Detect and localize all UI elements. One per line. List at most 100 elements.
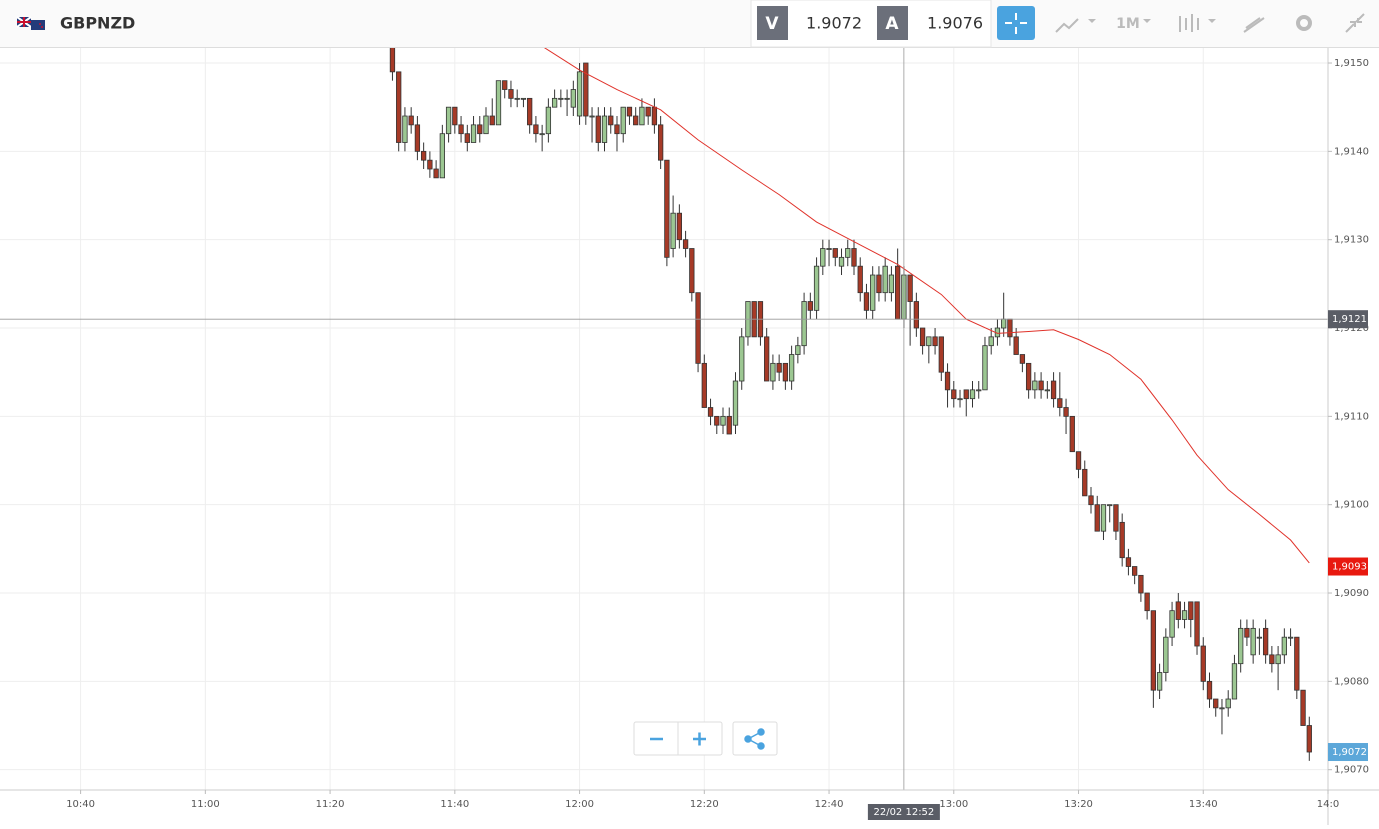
crosshair-y-badge bbox=[1328, 310, 1368, 329]
candle-body bbox=[1082, 468, 1088, 497]
candle-body bbox=[838, 256, 845, 267]
y-tick-label: 1,9110 bbox=[1334, 411, 1369, 422]
candle-body bbox=[1050, 380, 1057, 400]
candle-body bbox=[714, 415, 720, 426]
candle-body bbox=[1256, 636, 1263, 639]
candle-body bbox=[1094, 504, 1100, 532]
candle-body bbox=[1119, 521, 1125, 559]
candle-body bbox=[1250, 627, 1256, 656]
candle-body bbox=[1038, 380, 1044, 391]
y-tick-label: 1,9090 bbox=[1334, 588, 1369, 599]
candle-body bbox=[820, 248, 826, 267]
candle-body bbox=[1107, 504, 1113, 507]
candle-body bbox=[732, 380, 739, 426]
candle-body bbox=[1138, 574, 1144, 594]
x-tick-label: 11:20 bbox=[316, 799, 345, 810]
candle-body bbox=[1194, 601, 1200, 647]
candle-body bbox=[520, 97, 527, 100]
x-tick-label: 12:00 bbox=[565, 799, 594, 810]
candle-body bbox=[1044, 389, 1050, 392]
candle-body bbox=[1032, 380, 1038, 391]
candle-body bbox=[608, 115, 614, 126]
candle-body bbox=[1125, 557, 1132, 567]
axes: 1,9150 1,9140 1,9130 1,9120 1,9110 1,9100 1,90… bbox=[66, 58, 1369, 820]
candle-body bbox=[720, 415, 726, 426]
candle-body bbox=[726, 415, 732, 435]
x-tick-label: 13:40 bbox=[1189, 799, 1218, 810]
candle-body bbox=[851, 248, 857, 267]
symbol: GBPNZD bbox=[60, 14, 135, 33]
candle-body bbox=[1275, 654, 1281, 665]
candle-body bbox=[483, 115, 489, 135]
zoom-controls bbox=[633, 721, 778, 756]
candle-body bbox=[464, 133, 470, 143]
grid bbox=[0, 48, 1329, 790]
timeframe[interactable]: 1M bbox=[1116, 16, 1140, 32]
candle-body bbox=[576, 71, 583, 117]
candle-body bbox=[601, 115, 608, 143]
plot-area bbox=[0, 48, 1328, 790]
candle-body bbox=[1225, 698, 1231, 709]
candle-body bbox=[445, 106, 452, 135]
candle-body bbox=[564, 97, 570, 100]
candle-body bbox=[433, 168, 439, 179]
candle-body bbox=[682, 239, 689, 249]
flag bbox=[16, 16, 45, 30]
ask-label: A bbox=[885, 14, 899, 34]
y-tick-label: 1,9070 bbox=[1334, 765, 1369, 776]
candle-body bbox=[870, 274, 876, 311]
candle-body bbox=[807, 301, 813, 311]
candle-body bbox=[801, 301, 807, 347]
candle-body bbox=[813, 265, 820, 311]
candle-body bbox=[570, 89, 576, 108]
candle-body bbox=[857, 265, 863, 294]
candle-body bbox=[1156, 672, 1163, 691]
y-tick-label: 1,9100 bbox=[1334, 500, 1369, 511]
candle-body bbox=[1231, 663, 1238, 700]
candle-body bbox=[670, 212, 676, 249]
y-tick-label: 1,9150 bbox=[1334, 58, 1369, 69]
candle-body bbox=[1025, 362, 1032, 391]
x-tick-label: 11:40 bbox=[440, 799, 469, 810]
y-tick-label: 1,9080 bbox=[1334, 676, 1369, 687]
candle-body bbox=[1100, 504, 1107, 532]
candle-body bbox=[876, 274, 882, 294]
candle-body bbox=[1088, 495, 1094, 506]
candle-body bbox=[1244, 627, 1250, 638]
ask-price[interactable]: 1.9076 bbox=[927, 14, 983, 33]
candle-body bbox=[1300, 689, 1306, 726]
candle-body bbox=[895, 265, 901, 320]
y-tick-label: 1,9140 bbox=[1334, 146, 1369, 157]
candle-body bbox=[689, 248, 695, 294]
x-tick-label: 11:00 bbox=[191, 799, 220, 810]
candle-body bbox=[657, 124, 664, 161]
crosshair-button[interactable] bbox=[997, 6, 1035, 40]
candle-body bbox=[1019, 354, 1026, 364]
candle-body bbox=[1188, 601, 1194, 620]
candle-body bbox=[439, 133, 445, 179]
zoom-in-button[interactable] bbox=[693, 732, 706, 746]
candle-body bbox=[1063, 407, 1069, 417]
candle-body bbox=[527, 97, 533, 126]
candle-body bbox=[951, 389, 957, 400]
share-button[interactable] bbox=[732, 721, 778, 756]
candle-body bbox=[863, 292, 870, 311]
candle-body bbox=[907, 274, 913, 302]
candle-body bbox=[969, 389, 976, 400]
moving-average-line bbox=[543, 48, 1310, 564]
candle-body bbox=[633, 115, 639, 126]
candle-body bbox=[1163, 636, 1169, 673]
candle-body bbox=[583, 62, 589, 117]
candle-body bbox=[420, 150, 427, 161]
candle-body bbox=[919, 327, 926, 347]
x-tick-label: 13:20 bbox=[1064, 799, 1093, 810]
candle-body bbox=[1306, 725, 1312, 753]
crosshair-x-badge bbox=[867, 804, 940, 820]
candle-body bbox=[1238, 627, 1244, 665]
candle-body bbox=[1007, 318, 1013, 338]
bid-price[interactable]: 1.9072 bbox=[806, 14, 862, 33]
crosshair-y-label: 1,9121 bbox=[1332, 314, 1367, 325]
candle-body bbox=[832, 248, 838, 258]
